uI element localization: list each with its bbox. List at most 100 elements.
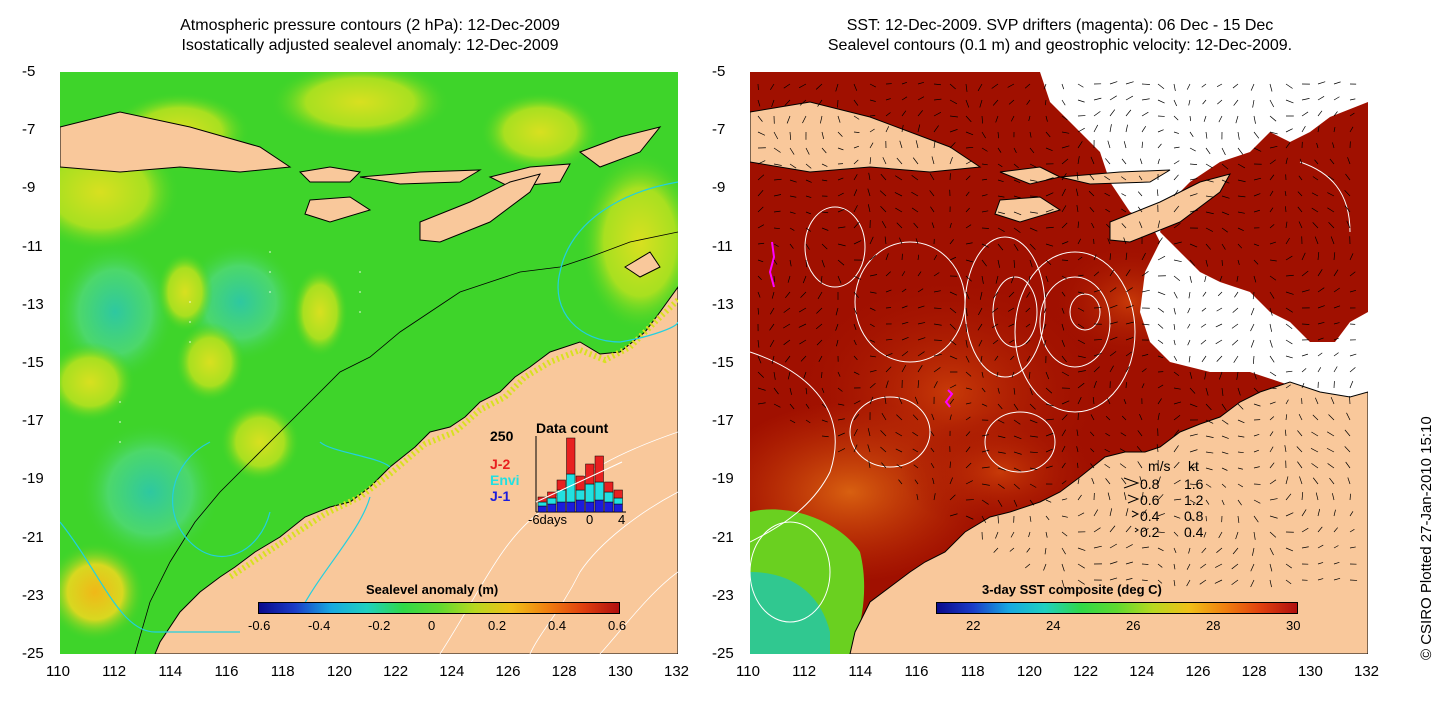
velocity-arrow [981, 147, 988, 152]
velocity-arrow [1010, 531, 1015, 538]
velocity-arrow [1123, 237, 1127, 245]
velocity-arrow [1317, 269, 1323, 277]
velocity-arrow [1217, 291, 1223, 297]
velocity-arrow [1333, 366, 1338, 373]
velocity-arrow [1189, 259, 1196, 266]
velocity-arrow [1314, 236, 1319, 245]
velocity-arrow [757, 402, 766, 405]
velocity-arrow [997, 451, 1006, 454]
velocity-arrow [1008, 291, 1015, 298]
velocity-arrow [1077, 238, 1082, 245]
sealevel-colorbar-tick: 0 [428, 618, 436, 633]
velocity-arrow [1187, 307, 1191, 314]
velocity-arrow [965, 224, 972, 229]
velocity-arrow [965, 402, 972, 405]
velocity-arrow [981, 434, 989, 437]
velocity-arrow [1029, 419, 1038, 424]
velocity-arrow [1216, 307, 1223, 312]
velocity-arrow [1189, 371, 1193, 379]
velocity-arrow [913, 222, 919, 229]
velocity-arrow [997, 243, 1004, 251]
velocity-arrow [997, 387, 1000, 394]
velocity-arrow [1189, 275, 1192, 283]
velocity-arrow [820, 275, 823, 284]
right-y-tick-label: -9 [712, 179, 726, 197]
velocity-arrow [1121, 415, 1127, 421]
velocity-arrow [1043, 83, 1047, 90]
velocity-arrow [805, 179, 812, 183]
velocity-arrow [1026, 99, 1031, 105]
velocity-arrow [898, 479, 903, 485]
velocity-arrow [965, 146, 974, 149]
velocity-arrow [1157, 323, 1164, 329]
velocity-arrow [912, 157, 919, 165]
velocity-arrow [1061, 371, 1070, 377]
velocity-arrow [1253, 466, 1260, 469]
velocity-arrow [949, 291, 958, 296]
inset-bar-segment [547, 503, 557, 513]
inset-title: Data count [536, 420, 609, 436]
velocity-arrow [787, 371, 791, 380]
velocity-arrow [949, 384, 957, 389]
velocity-arrow [1216, 547, 1223, 553]
velocity-arrow [1076, 429, 1079, 437]
velocity-arrow [1013, 163, 1019, 169]
velocity-arrow [1106, 223, 1111, 229]
velocity-arrow [965, 323, 967, 332]
velocity-arrow [1349, 253, 1354, 261]
velocity-arrow [802, 275, 807, 284]
velocity-arrow [868, 460, 871, 469]
velocity-arrow [1312, 414, 1319, 421]
velocity-arrow [1157, 255, 1166, 261]
velocity-arrow [1141, 111, 1149, 117]
velocity-arrow [869, 157, 872, 165]
velocity-arrow [1141, 354, 1149, 357]
velocity-arrow [995, 115, 999, 123]
velocity-arrow [1077, 478, 1080, 485]
velocity-arrow [1317, 110, 1323, 117]
velocity-arrow [1285, 414, 1288, 421]
velocity-arrow [803, 371, 807, 379]
inset-bar-segment [594, 481, 604, 501]
velocity-arrow [1045, 99, 1047, 106]
velocity-arrow [1139, 158, 1143, 165]
velocity-arrow [853, 145, 860, 149]
velocity-arrow [1285, 493, 1292, 501]
velocity-arrow [997, 515, 999, 524]
velocity-arrow [1200, 339, 1207, 345]
velocity-arrow [1221, 163, 1229, 170]
left-y-tick-label: -25 [22, 645, 44, 662]
velocity-arrow [1043, 339, 1047, 347]
velocity-arrow [979, 99, 983, 108]
inset-bar-segment [537, 501, 547, 507]
velocity-arrow [1173, 445, 1179, 453]
velocity-arrow [1093, 111, 1101, 117]
velocity-arrow [1301, 492, 1304, 501]
velocity-arrow [1157, 220, 1160, 229]
velocity-arrow [853, 189, 858, 197]
velocity-arrow [1044, 307, 1047, 313]
velocity-arrow [837, 147, 844, 151]
velocity-arrow [965, 431, 971, 437]
right-x-tick-label: 110 [736, 663, 760, 680]
velocity-arrow [885, 98, 891, 101]
velocity-arrow [1008, 323, 1015, 327]
velocity-arrow [1043, 563, 1047, 571]
velocity-arrow [757, 355, 762, 364]
velocity-arrow [1121, 176, 1127, 181]
velocity-arrow [1077, 579, 1085, 585]
velocity-arrow [895, 448, 903, 453]
velocity-arrow [965, 259, 974, 263]
velocity-arrow [1061, 173, 1067, 181]
velocity-arrow [1109, 336, 1118, 341]
velocity-arrow [1120, 432, 1127, 437]
velocity-arrow [880, 446, 887, 453]
velocity-arrow [996, 371, 999, 378]
velocity-arrow [1045, 192, 1054, 197]
velocity-arrow [1297, 461, 1303, 469]
velocity-arrow [1077, 563, 1085, 569]
velocity-arrow [1045, 448, 1053, 453]
velocity-arrow [997, 163, 1003, 168]
velocity-arrow [1045, 131, 1051, 138]
velocity-arrow [881, 412, 887, 421]
